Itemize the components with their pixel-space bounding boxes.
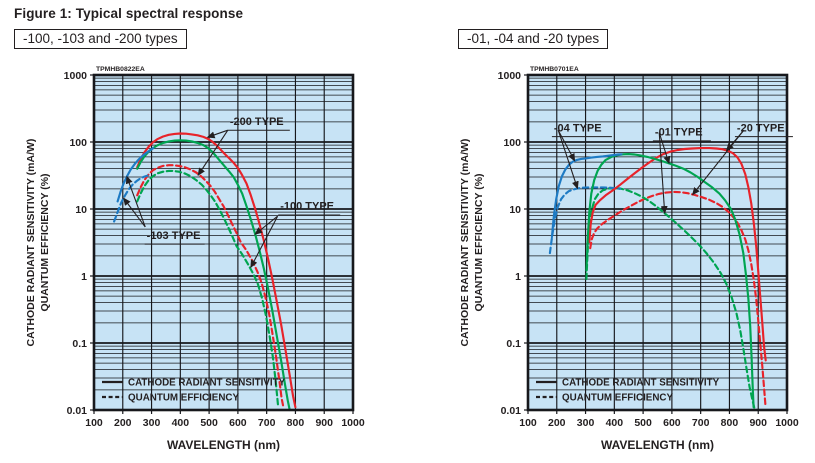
x-tick-label: 700 <box>692 417 710 429</box>
curve-04-type-cathode-radiant-sensitivity <box>550 153 623 239</box>
curve-label-100-type: -100 TYPE <box>250 201 341 269</box>
x-tick-label: 400 <box>172 417 190 429</box>
curve-200-type-cathode-radiant-sensitivity <box>136 132 297 409</box>
legend-solid-label: CATHODE RADIANT SENSITIVITY <box>128 378 286 389</box>
y-tick-label: 0.01 <box>67 405 88 417</box>
curve-label-text: -103 TYPE <box>147 230 201 242</box>
x-tick-label: 800 <box>287 417 305 429</box>
x-axis-title: WAVELENGTH (nm) <box>167 438 280 452</box>
y-tick-label: 0.01 <box>501 405 522 417</box>
plot-id-label: TPMHB0822EA <box>96 66 145 73</box>
curve-label-arrow <box>123 197 146 228</box>
x-axis-title: WAVELENGTH (nm) <box>601 438 714 452</box>
curve-label-103-type: -103 TYPE <box>123 175 205 245</box>
x-tick-label: 1000 <box>775 417 799 429</box>
legend-dashed-label: QUANTUM EFFICIENCY <box>562 393 673 404</box>
curve-label-arrow <box>658 132 671 165</box>
curve-20-type-cathode-radiant-sensitivity <box>588 147 767 362</box>
curve-label-text: -04 TYPE <box>554 122 602 134</box>
type-label-box-right: -01, -04 and -20 types <box>458 29 609 49</box>
curve-label-arrow <box>691 129 745 196</box>
x-tick-label: 500 <box>200 417 218 429</box>
curve-label-arrow <box>557 129 576 162</box>
y-axis-title-line1: CATHODE RADIANT SENSITIVITY (mA/W) <box>459 139 471 347</box>
grid-lines <box>528 75 787 410</box>
figure-title: Figure 1: Typical spectral response <box>14 6 244 21</box>
curve-label-200-type: -200 TYPE <box>197 116 290 176</box>
curve-01-type-cathode-radiant-sensitivity <box>585 153 755 409</box>
legend-solid-label: CATHODE RADIANT SENSITIVITY <box>562 378 720 389</box>
curve-label-text: -01 TYPE <box>655 127 703 139</box>
curve-label-04-type: -04 TYPE <box>551 122 612 190</box>
curve-20-type-quantum-efficiency <box>589 190 767 406</box>
curve-label-arrow <box>250 215 279 269</box>
x-tick-label: 300 <box>577 417 595 429</box>
x-tick-label: 600 <box>229 417 247 429</box>
y-tick-label: 1000 <box>64 70 88 82</box>
x-tick-label: 200 <box>548 417 566 429</box>
x-tick-label: 500 <box>634 417 652 429</box>
x-tick-label: 800 <box>721 417 739 429</box>
grid-lines <box>94 75 353 410</box>
y-tick-label: 10 <box>509 204 521 216</box>
curve-103-type-cathode-radiant-sensitivity <box>116 147 155 203</box>
curve-label-20-type: -20 TYPE <box>691 122 793 196</box>
curve-103-type-quantum-efficiency <box>113 174 149 223</box>
plot-id-label: TPMHB0701EA <box>530 66 579 73</box>
y-tick-label: 100 <box>69 137 87 149</box>
curve-01-type-quantum-efficiency <box>585 186 756 412</box>
curve-100-type-quantum-efficiency <box>136 169 280 409</box>
x-tick-label: 100 <box>519 417 537 429</box>
curve-100-type-cathode-radiant-sensitivity <box>136 139 291 412</box>
y-tick-label: 0.1 <box>72 338 87 350</box>
y-axis-title-line1: CATHODE RADIANT SENSITIVITY (mA/W) <box>25 139 37 347</box>
y-tick-label: 1 <box>515 271 521 283</box>
y-tick-label: 1 <box>81 271 87 283</box>
y-tick-label: 1000 <box>498 70 522 82</box>
y-tick-label: 0.1 <box>506 338 521 350</box>
curve-200-type-quantum-efficiency <box>136 164 285 409</box>
y-tick-label: 10 <box>75 204 87 216</box>
x-tick-label: 600 <box>663 417 681 429</box>
spectral-response-chart-right: 100 200 300 400 500 600 700 800 900 1000100010010… <box>459 66 799 452</box>
x-tick-label: 900 <box>749 417 767 429</box>
axis-border <box>526 73 789 412</box>
curve-label-text: -100 TYPE <box>280 201 334 213</box>
x-tick-label: 100 <box>85 417 103 429</box>
curve-label-arrow <box>658 132 668 215</box>
x-tick-label: 700 <box>258 417 276 429</box>
x-tick-label: 200 <box>114 417 132 429</box>
x-tick-label: 1000 <box>341 417 365 429</box>
plot-background <box>94 75 353 410</box>
y-axis-title-line2: QUANTUM EFFICIENCY (%) <box>473 173 485 311</box>
axis-border <box>92 73 355 412</box>
curve-label-arrow <box>557 130 579 190</box>
curve-label-arrow <box>254 215 278 235</box>
curve-label-text: -20 TYPE <box>737 122 785 134</box>
curve-label-01-type: -01 TYPE <box>652 127 711 215</box>
type-label-box-left: -100, -103 and -200 types <box>14 29 187 49</box>
legend-dashed-label: QUANTUM EFFICIENCY <box>128 393 239 404</box>
curve-label-arrow <box>197 129 229 176</box>
x-tick-label: 400 <box>606 417 624 429</box>
y-axis-title-line2: QUANTUM EFFICIENCY (%) <box>39 173 51 311</box>
curve-label-text: -200 TYPE <box>230 116 284 128</box>
curve-label-arrow <box>125 175 146 228</box>
spectral-response-chart-left: 100 200 300 400 500 600 700 800 900 1000100010010… <box>25 66 365 452</box>
y-tick-label: 100 <box>503 137 521 149</box>
x-tick-label: 900 <box>315 417 333 429</box>
x-tick-label: 300 <box>143 417 161 429</box>
curve-label-arrow <box>206 129 228 139</box>
